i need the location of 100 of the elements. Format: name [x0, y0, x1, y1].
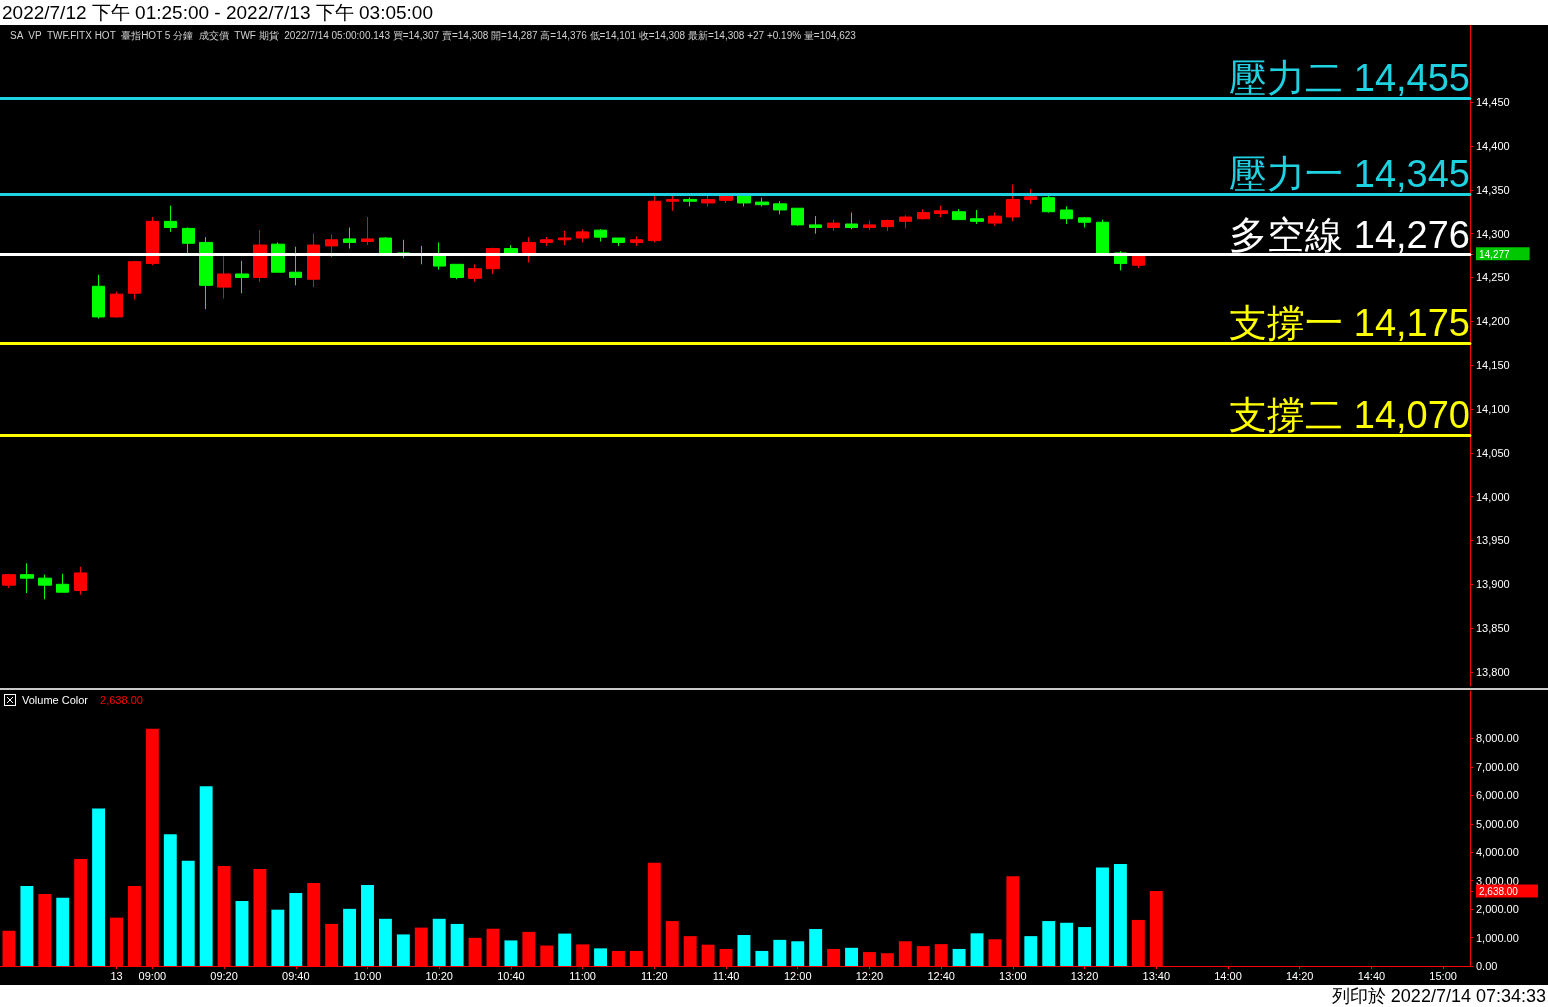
candlestick — [146, 216, 159, 266]
bar — [271, 909, 285, 966]
bar — [450, 923, 464, 966]
x-tick-label: 13:20 — [1070, 969, 1099, 982]
bar — [199, 786, 213, 966]
bar — [432, 918, 446, 966]
x-tick-label: 10:00 — [353, 969, 382, 982]
candlestick — [217, 255, 231, 300]
candlestick — [540, 236, 553, 247]
candlestick — [1096, 219, 1109, 255]
bar — [343, 908, 357, 966]
x-tick-label: 13 — [110, 969, 123, 982]
candlestick — [379, 236, 392, 255]
chart-title: Volume Color — [22, 694, 89, 706]
bar — [594, 948, 607, 966]
bar — [809, 929, 823, 966]
candlestick — [666, 195, 679, 212]
ref-line-label: 多空線 14,276 — [1229, 213, 1470, 256]
candlestick — [450, 263, 464, 280]
candlestick — [988, 212, 1002, 227]
candlestick — [648, 195, 661, 243]
x-tick-label: 09:20 — [210, 969, 238, 982]
x-tick-label: 14:40 — [1357, 969, 1386, 982]
x-tick-label: 15:00 — [1429, 969, 1457, 982]
candlestick — [594, 228, 607, 243]
bar — [773, 939, 787, 966]
y-tick-label: 14,050 — [1476, 446, 1510, 459]
x-tick-label: 11:20 — [640, 969, 668, 982]
candlestick — [361, 216, 374, 246]
y-tick-label: 14,200 — [1476, 315, 1510, 328]
y-tick-label: 13,800 — [1476, 665, 1510, 678]
candlestick — [952, 208, 966, 221]
candlestick — [934, 205, 948, 218]
y-tick-label: 3,000.00 — [1476, 874, 1519, 887]
candlestick — [630, 235, 643, 247]
bar — [504, 940, 518, 966]
x-tick-label: 12:40 — [927, 969, 955, 982]
x-tick-label: 10:20 — [425, 969, 453, 982]
bar — [92, 808, 106, 966]
ref-line-label: 支撐二 14,070 — [1229, 394, 1470, 437]
y-tick-label: 14,300 — [1476, 227, 1510, 240]
bar — [1078, 927, 1092, 966]
x-tick-label: 14:00 — [1214, 969, 1242, 982]
candlestick — [2, 573, 16, 589]
y-tick-label: 14,150 — [1476, 359, 1510, 372]
ref-line-label: 壓力一 14,345 — [1229, 153, 1470, 196]
bar — [289, 892, 303, 966]
bar — [56, 897, 70, 966]
candlestick — [289, 246, 302, 286]
candlestick — [881, 219, 894, 232]
bar — [378, 918, 392, 966]
bar — [1113, 863, 1127, 966]
candlestick — [701, 195, 715, 207]
bar — [1042, 921, 1056, 966]
y-tick-label: 14,277 — [1479, 248, 1511, 260]
candlestick — [917, 208, 930, 221]
candlestick — [235, 260, 249, 294]
x-tick-label: 09:00 — [138, 969, 167, 982]
candlestick — [128, 260, 141, 300]
bar — [845, 947, 858, 966]
y-tick-label: 1,000.00 — [1476, 931, 1519, 944]
candlestick — [343, 227, 356, 250]
y-tick-label: 13,950 — [1476, 534, 1510, 547]
y-tick-label: 6,000.00 — [1476, 789, 1519, 802]
y-tick-label: 0.00 — [1476, 960, 1498, 972]
bar — [952, 948, 966, 966]
candlestick — [1078, 216, 1091, 229]
ref-line-label: 壓力二 14,455 — [1229, 56, 1470, 99]
y-tick-label: 7,000.00 — [1476, 760, 1519, 773]
y-tick-label: 5,000.00 — [1476, 817, 1519, 830]
candlestick — [755, 197, 769, 207]
chart-title: 2022/7/12 下午 01:25:00 - 2022/7/13 下午 03:05:00 — [0, 0, 1548, 25]
bar — [755, 950, 769, 966]
x-tick-label: 13:00 — [999, 969, 1027, 982]
y-tick-label: 2,000.00 — [1476, 903, 1519, 916]
bar — [20, 886, 34, 966]
ref-line-label: 支撐一 14,175 — [1229, 302, 1470, 345]
candlestick — [1060, 205, 1073, 225]
candlestick — [325, 234, 338, 258]
candlestick — [92, 274, 105, 320]
x-tick-label: 12:00 — [783, 969, 812, 982]
y-tick-label: 13,850 — [1476, 622, 1510, 635]
candlestick — [182, 227, 195, 255]
y-tick-label: 14,100 — [1476, 402, 1510, 415]
x-tick-label: 12:20 — [855, 969, 884, 982]
bar — [558, 933, 572, 966]
x-tick-label: 13:40 — [1142, 969, 1171, 982]
bar — [396, 934, 410, 966]
y-tick-label: 14,000 — [1476, 490, 1510, 503]
y-tick-label: 14,250 — [1476, 271, 1510, 284]
bar — [791, 941, 805, 966]
candlestick — [809, 215, 822, 235]
candlestick — [970, 209, 984, 225]
bar — [970, 933, 984, 966]
bar — [181, 860, 195, 966]
candlestick — [1042, 195, 1055, 214]
candlestick — [1006, 184, 1020, 222]
candlestick — [558, 230, 571, 246]
x-tick-label: 09:40 — [282, 969, 310, 982]
x-tick-label: 11:00 — [569, 969, 596, 982]
